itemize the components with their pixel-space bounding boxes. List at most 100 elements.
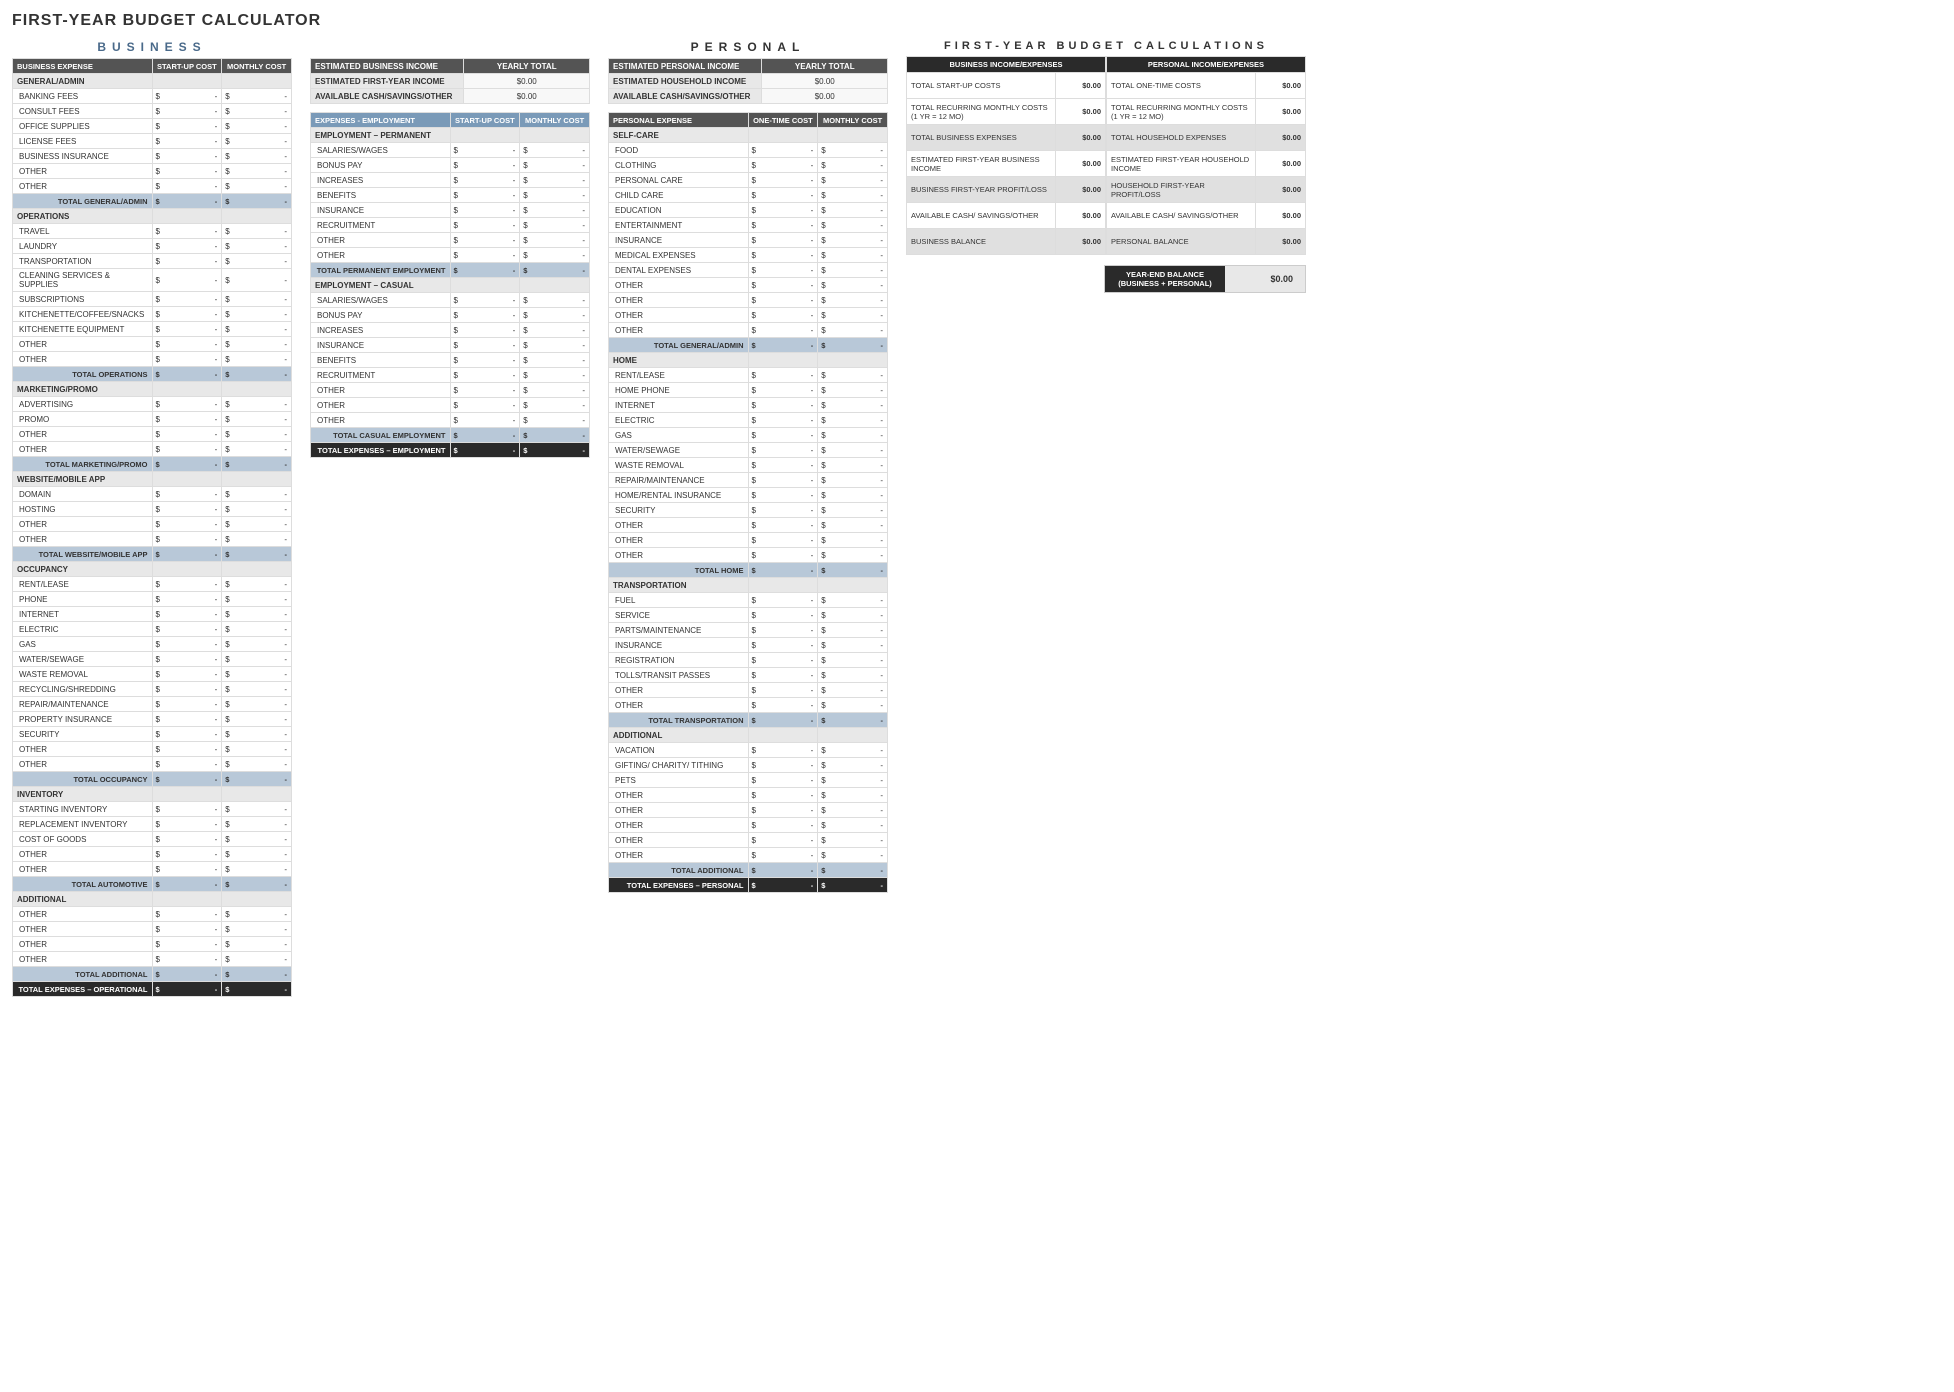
cell-amount[interactable]: $-: [818, 683, 888, 698]
cell-amount[interactable]: $-: [818, 398, 888, 413]
line-item-label[interactable]: OTHER: [311, 383, 451, 398]
cell-amount[interactable]: $-: [152, 652, 222, 667]
line-item-label[interactable]: OTHER: [609, 533, 749, 548]
cell-amount[interactable]: $-: [818, 248, 888, 263]
line-item-label[interactable]: RENT/LEASE: [13, 577, 153, 592]
line-item-label[interactable]: OTHER: [609, 308, 749, 323]
cell-amount[interactable]: $-: [222, 817, 292, 832]
cell-amount[interactable]: $-: [222, 592, 292, 607]
line-item-label[interactable]: INTERNET: [13, 607, 153, 622]
cell-amount[interactable]: $-: [748, 548, 818, 563]
cell-amount[interactable]: $-: [152, 832, 222, 847]
cell-amount[interactable]: $-: [818, 713, 888, 728]
cell-amount[interactable]: $-: [748, 323, 818, 338]
cell-amount[interactable]: $-: [748, 788, 818, 803]
line-item-label[interactable]: OTHER: [13, 907, 153, 922]
line-item-label[interactable]: INSURANCE: [311, 203, 451, 218]
cell-amount[interactable]: $-: [450, 263, 520, 278]
cell-amount[interactable]: $-: [222, 547, 292, 562]
line-item-label[interactable]: OTHER: [609, 683, 749, 698]
cell-amount[interactable]: $-: [222, 502, 292, 517]
cell-amount[interactable]: $-: [222, 179, 292, 194]
cell-amount[interactable]: $-: [450, 308, 520, 323]
line-item-label[interactable]: INCREASES: [311, 173, 451, 188]
cell-amount[interactable]: $-: [152, 772, 222, 787]
line-item-label[interactable]: LAUNDRY: [13, 239, 153, 254]
line-item-label[interactable]: REPLACEMENT INVENTORY: [13, 817, 153, 832]
cell-amount[interactable]: $-: [818, 278, 888, 293]
line-item-label[interactable]: WASTE REMOVAL: [13, 667, 153, 682]
cell-amount[interactable]: $-: [152, 922, 222, 937]
cell-amount[interactable]: $-: [818, 533, 888, 548]
line-item-label[interactable]: BENEFITS: [311, 353, 451, 368]
line-item-label[interactable]: HOME PHONE: [609, 383, 749, 398]
cell-amount[interactable]: $-: [152, 877, 222, 892]
cell-amount[interactable]: $-: [222, 367, 292, 382]
cell-amount[interactable]: $-: [152, 667, 222, 682]
cell-amount[interactable]: $-: [222, 967, 292, 982]
line-item-label[interactable]: GIFTING/ CHARITY/ TITHING: [609, 758, 749, 773]
line-item-label[interactable]: CHILD CARE: [609, 188, 749, 203]
cell-amount[interactable]: $-: [748, 263, 818, 278]
cell-amount[interactable]: $-: [748, 503, 818, 518]
cell-amount[interactable]: $-: [222, 517, 292, 532]
summary-value[interactable]: $0.00: [464, 89, 590, 104]
cell-amount[interactable]: $-: [520, 368, 590, 383]
cell-amount[interactable]: $-: [152, 517, 222, 532]
cell-amount[interactable]: $-: [152, 164, 222, 179]
cell-amount[interactable]: $-: [222, 164, 292, 179]
cell-amount[interactable]: $-: [222, 637, 292, 652]
line-item-label[interactable]: ELECTRIC: [13, 622, 153, 637]
cell-amount[interactable]: $-: [748, 428, 818, 443]
cell-amount[interactable]: $-: [818, 323, 888, 338]
line-item-label[interactable]: PETS: [609, 773, 749, 788]
line-item-label[interactable]: GAS: [13, 637, 153, 652]
cell-amount[interactable]: $-: [152, 967, 222, 982]
cell-amount[interactable]: $-: [152, 592, 222, 607]
line-item-label[interactable]: PHONE: [13, 592, 153, 607]
cell-amount[interactable]: $-: [450, 293, 520, 308]
line-item-label[interactable]: FOOD: [609, 143, 749, 158]
line-item-label[interactable]: OTHER: [13, 164, 153, 179]
cell-amount[interactable]: $-: [222, 337, 292, 352]
cell-amount[interactable]: $-: [818, 638, 888, 653]
cell-amount[interactable]: $-: [748, 848, 818, 863]
cell-amount[interactable]: $-: [818, 758, 888, 773]
cell-amount[interactable]: $-: [222, 862, 292, 877]
cell-amount[interactable]: $-: [222, 292, 292, 307]
line-item-label[interactable]: MEDICAL EXPENSES: [609, 248, 749, 263]
cell-amount[interactable]: $-: [748, 233, 818, 248]
line-item-label[interactable]: OTHER: [311, 248, 451, 263]
line-item-label[interactable]: TRAVEL: [13, 224, 153, 239]
cell-amount[interactable]: $-: [520, 218, 590, 233]
cell-amount[interactable]: $-: [450, 323, 520, 338]
cell-amount[interactable]: $-: [222, 847, 292, 862]
cell-amount[interactable]: $-: [818, 878, 888, 893]
cell-amount[interactable]: $-: [222, 397, 292, 412]
cell-amount[interactable]: $-: [222, 922, 292, 937]
cell-amount[interactable]: $-: [152, 607, 222, 622]
cell-amount[interactable]: $-: [222, 742, 292, 757]
line-item-label[interactable]: INSURANCE: [311, 338, 451, 353]
cell-amount[interactable]: $-: [748, 533, 818, 548]
cell-amount[interactable]: $-: [748, 248, 818, 263]
cell-amount[interactable]: $-: [152, 847, 222, 862]
cell-amount[interactable]: $-: [222, 487, 292, 502]
line-item-label[interactable]: OTHER: [609, 518, 749, 533]
cell-amount[interactable]: $-: [748, 863, 818, 878]
cell-amount[interactable]: $-: [520, 203, 590, 218]
cell-amount[interactable]: $-: [520, 383, 590, 398]
cell-amount[interactable]: $-: [818, 563, 888, 578]
cell-amount[interactable]: $-: [222, 224, 292, 239]
line-item-label[interactable]: ADVERTISING: [13, 397, 153, 412]
cell-amount[interactable]: $-: [222, 412, 292, 427]
line-item-label[interactable]: OTHER: [311, 413, 451, 428]
line-item-label[interactable]: OTHER: [13, 352, 153, 367]
line-item-label[interactable]: STARTING INVENTORY: [13, 802, 153, 817]
line-item-label[interactable]: SERVICE: [609, 608, 749, 623]
cell-amount[interactable]: $-: [748, 278, 818, 293]
cell-amount[interactable]: $-: [818, 548, 888, 563]
cell-amount[interactable]: $-: [222, 982, 292, 997]
cell-amount[interactable]: $-: [748, 698, 818, 713]
cell-amount[interactable]: $-: [818, 473, 888, 488]
